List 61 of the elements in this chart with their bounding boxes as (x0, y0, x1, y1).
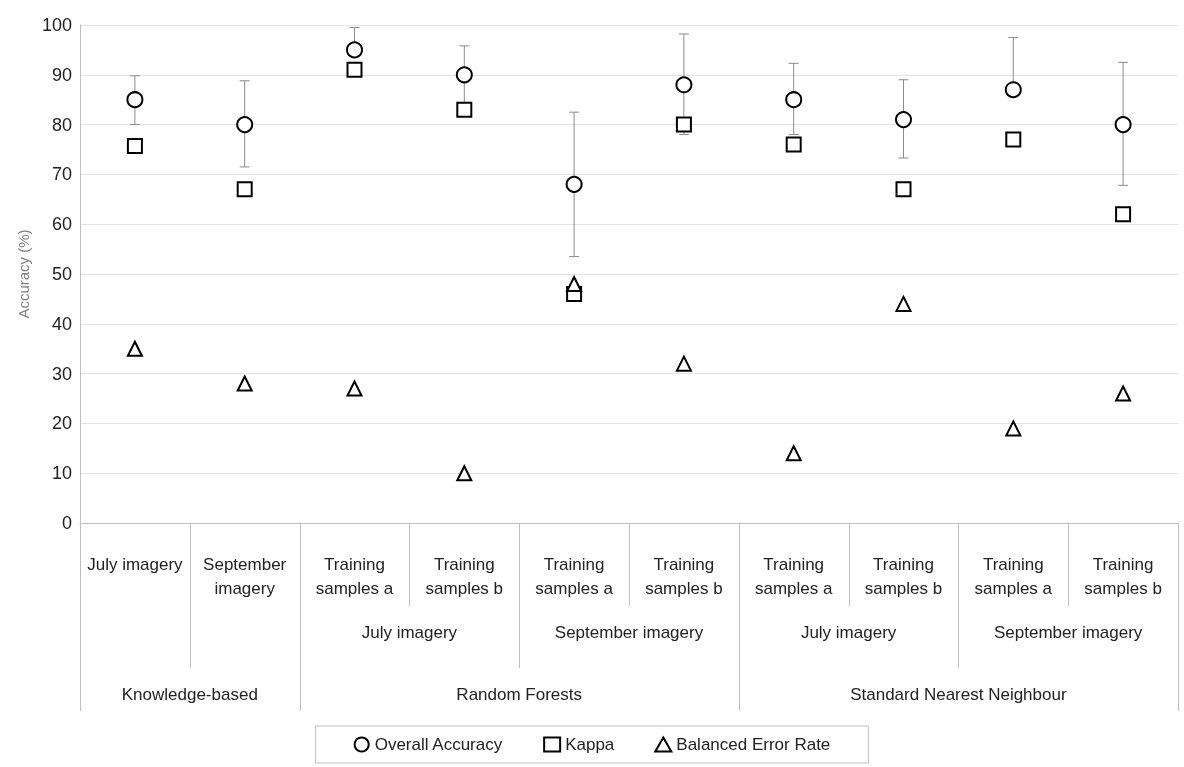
text: September imagery (554, 623, 704, 643)
point (1004, 81, 1022, 99)
legend-label: Overall Accuracy (374, 735, 503, 754)
point (895, 111, 912, 129)
y-axis-title: Accuracy (%) (15, 229, 33, 319)
y-tick-label: 30 (51, 363, 72, 384)
x-tick-label: Training samples a (973, 554, 1054, 600)
x-tick-label: Training samples b (1083, 554, 1163, 600)
x-tick-label: Training samples b (863, 554, 944, 600)
point (675, 116, 692, 133)
text: Random Forests (456, 685, 583, 705)
point (895, 295, 912, 312)
point (1115, 206, 1132, 223)
point (126, 138, 143, 155)
legend-label: Balanced Error Rate (676, 735, 831, 754)
y-tick-label: 100 (41, 15, 72, 35)
y-tick-label: 80 (51, 114, 72, 135)
x-tick-label: Training samples b (424, 554, 505, 600)
text: July imagery (361, 623, 458, 643)
text: July imagery (800, 623, 897, 643)
y-tick-label: 50 (51, 264, 72, 284)
y-tick-label: 90 (51, 64, 72, 85)
point (126, 340, 143, 357)
point (675, 76, 693, 94)
point (1114, 116, 1132, 134)
x-tick-label: Training samples a (534, 554, 614, 600)
legend-label: Kappa (565, 735, 615, 754)
point (456, 101, 473, 118)
x-tick-label: September imagery (202, 554, 288, 600)
point (456, 465, 473, 482)
y-tick-label: 40 (51, 313, 72, 334)
point (785, 445, 802, 462)
point (126, 91, 144, 109)
point (565, 175, 583, 193)
point (236, 116, 254, 134)
point (346, 380, 363, 397)
point (895, 181, 912, 198)
point (236, 181, 253, 198)
point (675, 355, 692, 372)
x-tick-label: July imagery (86, 554, 184, 576)
point (785, 91, 803, 109)
y-tick-label: 60 (51, 214, 72, 235)
point (346, 61, 363, 78)
text: Standard Nearest Neighbour (850, 685, 1067, 705)
point (236, 375, 253, 392)
point (346, 41, 363, 59)
text: September imagery (994, 623, 1143, 643)
y-tick-label: 0 (61, 513, 72, 533)
y-tick-label: 10 (51, 463, 72, 484)
x-tick-label: Training samples a (314, 554, 395, 600)
y-tick-label: 70 (51, 164, 72, 185)
y-tick-label: 20 (51, 413, 72, 434)
point (785, 136, 802, 153)
text: Knowledge-based (121, 685, 258, 705)
point (455, 66, 473, 84)
point (1005, 420, 1022, 437)
point (566, 275, 583, 292)
point (1005, 131, 1022, 148)
x-tick-label: Training samples a (753, 554, 834, 600)
point (1115, 385, 1132, 402)
x-tick-label: Training samples b (644, 554, 724, 600)
